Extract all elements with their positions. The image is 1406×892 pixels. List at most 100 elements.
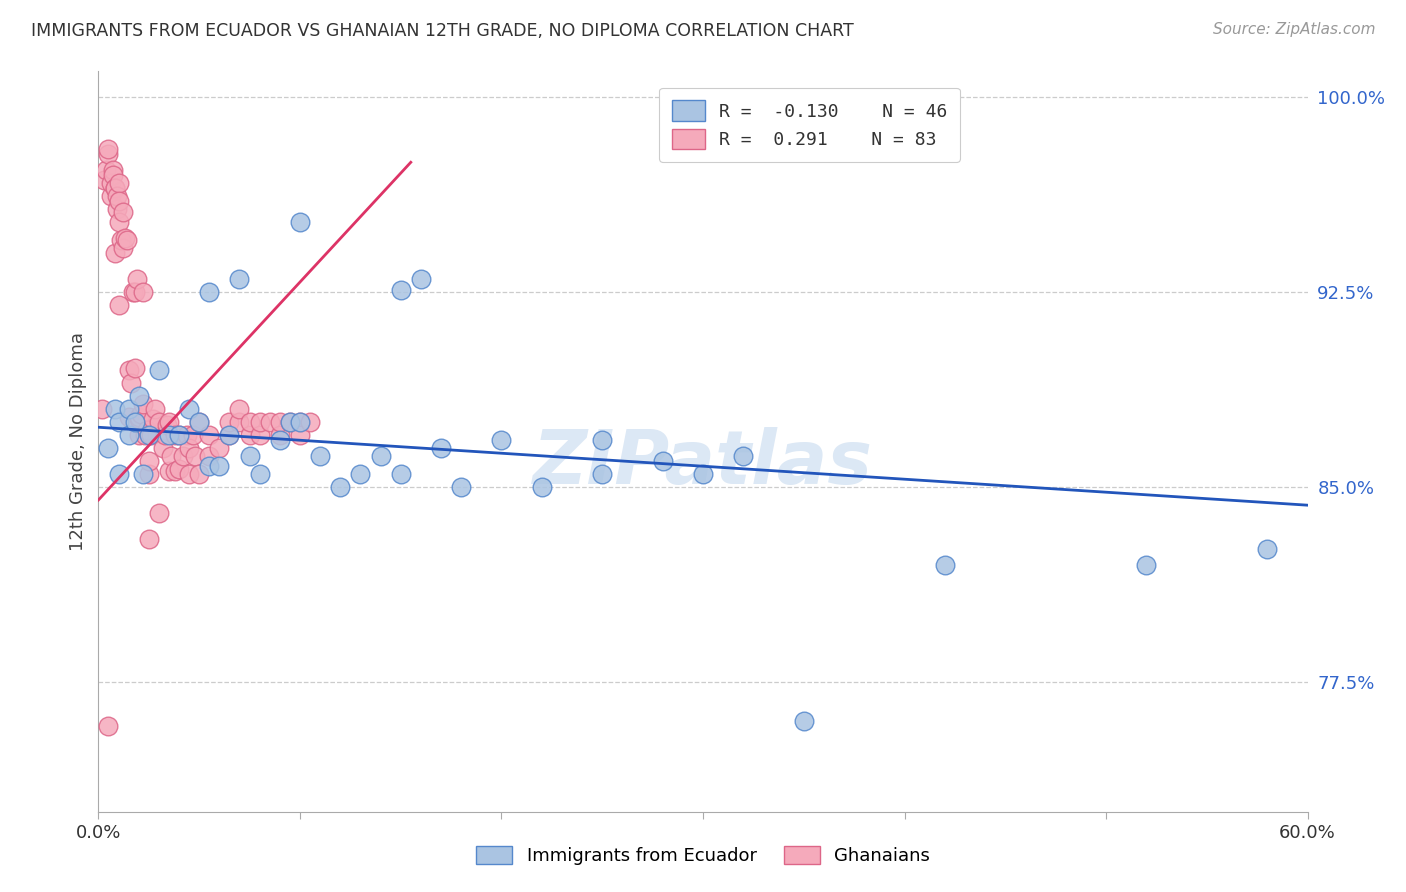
Point: [218, 415, 240, 429]
Point: [105, 202, 128, 216]
Point: [591, 434, 613, 448]
Point: [103, 402, 125, 417]
Point: [167, 462, 190, 476]
Point: [121, 285, 143, 300]
Point: [167, 428, 190, 442]
Point: [198, 449, 221, 463]
Point: [184, 449, 207, 463]
Point: [132, 397, 155, 411]
Point: [138, 467, 160, 481]
Point: [389, 283, 412, 297]
Point: [172, 449, 194, 463]
Point: [188, 415, 211, 429]
Point: [114, 230, 136, 244]
Point: [793, 714, 815, 728]
Point: [129, 407, 152, 421]
Point: [591, 467, 613, 481]
Point: [156, 417, 179, 432]
Point: [288, 428, 311, 442]
Point: [124, 360, 146, 375]
Point: [160, 449, 183, 463]
Point: [134, 428, 156, 442]
Point: [163, 464, 186, 478]
Point: [128, 409, 150, 424]
Point: [124, 285, 146, 300]
Point: [198, 285, 221, 300]
Point: [239, 449, 262, 463]
Point: [228, 415, 250, 429]
Point: [218, 428, 240, 442]
Point: [97, 441, 120, 455]
Point: [288, 415, 311, 429]
Point: [143, 402, 166, 417]
Point: [430, 441, 453, 455]
Point: [329, 480, 352, 494]
Point: [111, 241, 134, 255]
Point: [107, 194, 129, 209]
Legend: R =  -0.130    N = 46, R =  0.291    N = 83: R = -0.130 N = 46, R = 0.291 N = 83: [659, 87, 960, 162]
Point: [103, 246, 125, 260]
Point: [249, 428, 271, 442]
Point: [278, 415, 301, 429]
Point: [96, 163, 118, 178]
Point: [111, 204, 134, 219]
Point: [97, 147, 120, 161]
Point: [148, 506, 170, 520]
Text: IMMIGRANTS FROM ECUADOR VS GHANAIAN 12TH GRADE, NO DIPLOMA CORRELATION CHART: IMMIGRANTS FROM ECUADOR VS GHANAIAN 12TH…: [31, 22, 853, 40]
Point: [239, 415, 262, 429]
Point: [107, 176, 129, 190]
Point: [450, 480, 472, 494]
Point: [93, 173, 115, 187]
Point: [139, 428, 162, 442]
Point: [198, 428, 221, 442]
Point: [97, 719, 120, 733]
Point: [138, 428, 160, 442]
Point: [153, 428, 176, 442]
Point: [239, 428, 262, 442]
Point: [198, 459, 221, 474]
Point: [409, 272, 432, 286]
Point: [288, 215, 311, 229]
Point: [107, 467, 129, 481]
Point: [530, 480, 553, 494]
Point: [188, 467, 211, 481]
Point: [692, 467, 714, 481]
Point: [118, 409, 141, 424]
Point: [103, 181, 125, 195]
Y-axis label: 12th Grade, No Diploma: 12th Grade, No Diploma: [69, 332, 87, 551]
Point: [269, 428, 291, 442]
Point: [179, 402, 201, 417]
Point: [208, 441, 231, 455]
Point: [100, 176, 122, 190]
Point: [1256, 542, 1278, 557]
Point: [179, 441, 201, 455]
Point: [118, 428, 141, 442]
Point: [118, 402, 141, 417]
Point: [105, 189, 128, 203]
Point: [176, 428, 198, 442]
Point: [138, 532, 160, 546]
Point: [278, 415, 301, 429]
Point: [157, 415, 180, 429]
Point: [135, 423, 157, 437]
Point: [101, 168, 124, 182]
Point: [249, 415, 271, 429]
Point: [118, 363, 141, 377]
Point: [651, 454, 673, 468]
Point: [299, 415, 322, 429]
Point: [1135, 558, 1157, 572]
Point: [152, 441, 174, 455]
Point: [124, 415, 146, 429]
Point: [148, 415, 170, 429]
Point: [179, 467, 201, 481]
Point: [120, 376, 142, 390]
Point: [132, 467, 155, 481]
Point: [249, 467, 271, 481]
Point: [491, 434, 513, 448]
Text: Source: ZipAtlas.com: Source: ZipAtlas.com: [1212, 22, 1375, 37]
Point: [142, 412, 165, 426]
Point: [733, 449, 755, 463]
Point: [103, 181, 125, 195]
Point: [148, 363, 170, 377]
Point: [101, 163, 124, 178]
